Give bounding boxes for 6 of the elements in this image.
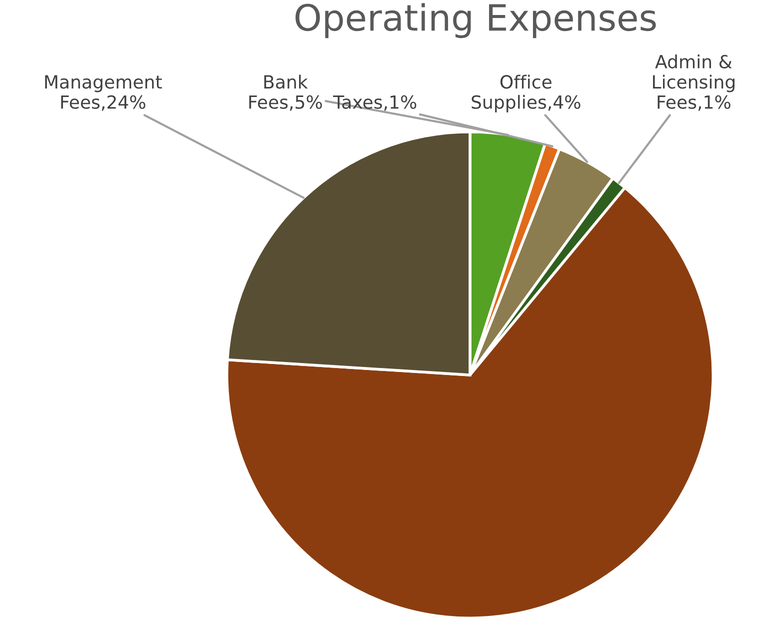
slice-label: Office Supplies,4% [472,74,580,112]
slice-label: Taxes,1% [333,95,416,111]
slice-label: Bank Fees,5% [249,74,322,111]
slice-label: Management Fees,24% [45,75,162,111]
slice-label: Admin & Licensing Fees,1% [653,54,734,111]
chart-title: Operating Expenses [296,3,656,38]
